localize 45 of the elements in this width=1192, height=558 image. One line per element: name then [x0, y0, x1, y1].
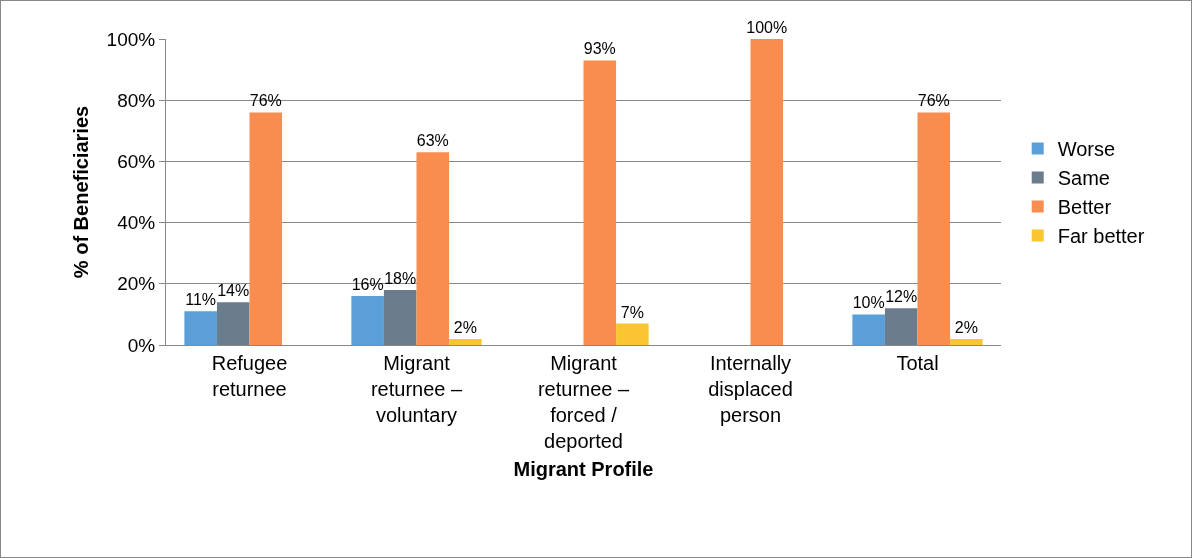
- data-label: 2%: [453, 318, 477, 336]
- data-label: 76%: [249, 92, 282, 110]
- y-tick-label: 100%: [106, 28, 156, 50]
- data-label: 18%: [384, 269, 417, 287]
- legend-label: Same: [1057, 167, 1110, 190]
- bar: [884, 308, 918, 345]
- data-label: 11%: [185, 291, 217, 309]
- x-tick-label: Internally displaced person: [708, 352, 793, 426]
- legend-label: Far better: [1057, 225, 1145, 248]
- x-tick-label: Migrant returnee – forced / deported: [537, 352, 630, 452]
- bar: [616, 323, 649, 345]
- data-label: 100%: [746, 19, 788, 36]
- bar: [750, 39, 784, 345]
- y-tick-label: 80%: [117, 89, 156, 111]
- bar: [449, 338, 482, 345]
- bar: [184, 311, 217, 345]
- data-label: 76%: [917, 92, 950, 110]
- data-label: 12%: [885, 288, 918, 306]
- bar: [383, 289, 417, 345]
- y-tick-label: 60%: [117, 151, 156, 173]
- data-label: 93%: [583, 40, 616, 58]
- bar: [917, 112, 951, 345]
- bar: [351, 296, 384, 345]
- bar: [583, 60, 617, 345]
- x-tick-label: Refugee returnee: [211, 352, 288, 400]
- y-tick-label: 40%: [117, 212, 156, 234]
- y-tick-label: 20%: [117, 273, 156, 295]
- data-label: 2%: [954, 318, 978, 336]
- bar: [249, 112, 283, 345]
- bar: [950, 338, 983, 345]
- x-axis-title: Migrant Profile: [513, 457, 654, 480]
- data-label: 16%: [351, 276, 384, 294]
- data-label: 10%: [852, 294, 885, 312]
- legend-label: Better: [1057, 196, 1112, 219]
- bar: [852, 314, 885, 345]
- legend-label: Worse: [1057, 138, 1116, 161]
- data-label: 14%: [217, 282, 250, 300]
- x-tick-label: Migrant returnee – voluntary: [370, 352, 463, 426]
- bar: [416, 152, 450, 345]
- x-tick-label: Total: [896, 352, 939, 374]
- y-tick-label: 0%: [127, 334, 156, 356]
- data-label: 63%: [416, 132, 449, 150]
- bar: [216, 302, 250, 345]
- data-label: 7%: [620, 303, 644, 321]
- y-axis-title: % of Beneficiaries: [70, 105, 93, 279]
